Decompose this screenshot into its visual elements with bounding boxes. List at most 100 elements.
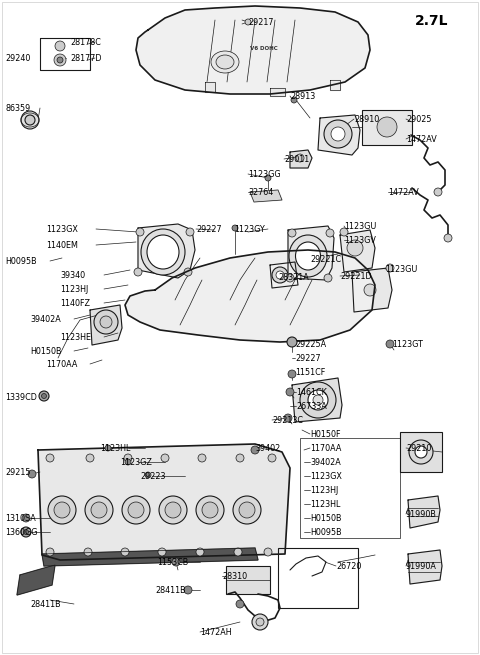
Text: 29210: 29210: [406, 444, 432, 453]
Circle shape: [24, 529, 28, 534]
Circle shape: [272, 267, 288, 283]
Ellipse shape: [216, 55, 234, 69]
Text: 29227: 29227: [295, 354, 321, 363]
Circle shape: [159, 496, 187, 524]
Text: 28411B: 28411B: [155, 586, 186, 595]
Circle shape: [234, 548, 242, 556]
Ellipse shape: [289, 235, 327, 277]
Circle shape: [232, 225, 238, 231]
Circle shape: [287, 337, 297, 347]
Text: 2.7L: 2.7L: [415, 14, 448, 28]
Circle shape: [21, 111, 39, 129]
Text: 91990B: 91990B: [406, 510, 437, 519]
Text: 28910: 28910: [354, 115, 379, 124]
Circle shape: [264, 548, 272, 556]
Circle shape: [165, 502, 181, 518]
Circle shape: [286, 388, 294, 396]
Circle shape: [236, 454, 244, 462]
Circle shape: [296, 154, 304, 162]
Text: 28913: 28913: [290, 92, 315, 101]
Text: 29225A: 29225A: [295, 340, 326, 349]
Text: 29227: 29227: [196, 225, 222, 234]
Circle shape: [236, 600, 244, 608]
Text: 1123GZ: 1123GZ: [120, 458, 152, 467]
Circle shape: [55, 41, 65, 51]
Text: 1123HJ: 1123HJ: [60, 285, 88, 294]
Text: 1123GU: 1123GU: [385, 265, 418, 274]
Text: 39402A: 39402A: [310, 458, 341, 467]
Circle shape: [28, 470, 36, 478]
Polygon shape: [138, 224, 195, 278]
Polygon shape: [292, 378, 342, 422]
Text: 1123GX: 1123GX: [46, 225, 78, 234]
Text: 1140EM: 1140EM: [46, 241, 78, 250]
Circle shape: [198, 454, 206, 462]
Polygon shape: [38, 444, 290, 560]
Text: 28411B: 28411B: [30, 600, 60, 609]
Circle shape: [313, 395, 323, 405]
Polygon shape: [318, 115, 360, 155]
Text: H0095B: H0095B: [310, 528, 342, 537]
Polygon shape: [330, 80, 340, 90]
Circle shape: [100, 316, 112, 328]
Circle shape: [300, 382, 336, 418]
Text: 28177D: 28177D: [70, 54, 101, 63]
Circle shape: [25, 115, 35, 125]
Circle shape: [48, 496, 76, 524]
Polygon shape: [17, 565, 55, 595]
Circle shape: [172, 558, 180, 566]
Circle shape: [41, 394, 47, 398]
Text: 29025: 29025: [406, 115, 432, 124]
Text: 28178C: 28178C: [70, 38, 101, 47]
Ellipse shape: [147, 235, 179, 269]
Polygon shape: [270, 88, 285, 96]
Circle shape: [91, 502, 107, 518]
Text: 28321A: 28321A: [278, 273, 309, 282]
Text: 1123GX: 1123GX: [310, 472, 342, 481]
Text: 1123GY: 1123GY: [234, 225, 265, 234]
Circle shape: [184, 268, 192, 276]
Text: H0150B: H0150B: [310, 514, 341, 523]
Polygon shape: [290, 150, 312, 168]
Text: 1170AA: 1170AA: [46, 360, 77, 369]
Circle shape: [331, 127, 345, 141]
Circle shape: [233, 496, 261, 524]
Text: 29217: 29217: [248, 18, 274, 27]
Text: 1461CK: 1461CK: [296, 388, 327, 397]
Text: 1123GG: 1123GG: [248, 170, 281, 179]
Circle shape: [308, 390, 328, 410]
Circle shape: [386, 340, 394, 348]
Text: 1123HE: 1123HE: [60, 333, 91, 342]
Polygon shape: [408, 496, 440, 528]
Circle shape: [252, 614, 268, 630]
Circle shape: [121, 548, 129, 556]
Circle shape: [145, 472, 151, 478]
Bar: [362, 110, 412, 145]
Text: 1153CB: 1153CB: [157, 558, 188, 567]
Circle shape: [54, 502, 70, 518]
Text: 28310: 28310: [222, 572, 247, 581]
Circle shape: [184, 586, 192, 594]
Circle shape: [245, 19, 251, 25]
Text: 26720: 26720: [336, 562, 361, 571]
Text: 1472AV: 1472AV: [388, 188, 419, 197]
Ellipse shape: [296, 242, 321, 270]
Circle shape: [291, 97, 297, 103]
Text: 1123GT: 1123GT: [392, 340, 423, 349]
Polygon shape: [42, 548, 258, 566]
Text: 1310SA: 1310SA: [5, 514, 36, 523]
Circle shape: [434, 188, 442, 196]
Text: 1140FZ: 1140FZ: [60, 299, 90, 308]
Text: 29011: 29011: [284, 155, 309, 164]
Text: 29223: 29223: [140, 472, 166, 481]
Circle shape: [347, 240, 363, 256]
Circle shape: [326, 229, 334, 237]
Polygon shape: [250, 190, 282, 202]
Text: 29215: 29215: [5, 468, 31, 477]
Circle shape: [94, 310, 118, 334]
Polygon shape: [125, 250, 375, 342]
Bar: [226, 566, 270, 594]
Text: 1123GU: 1123GU: [344, 222, 376, 231]
Circle shape: [86, 454, 94, 462]
Circle shape: [158, 548, 166, 556]
